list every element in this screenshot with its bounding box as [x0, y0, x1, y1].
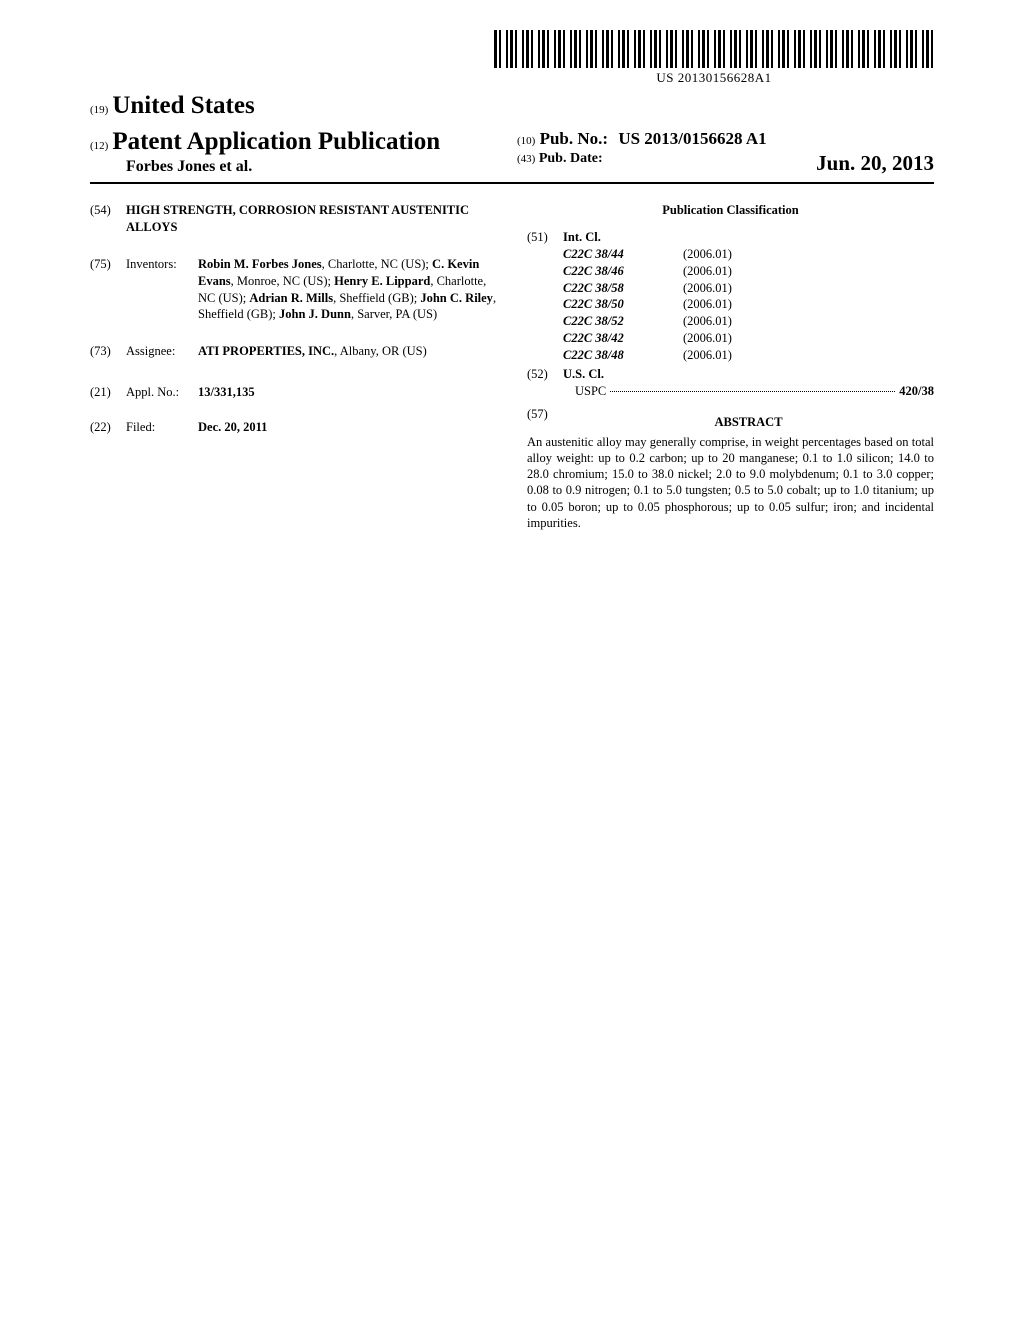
classification-heading: Publication Classification — [527, 202, 934, 219]
inventors-row: (75) Inventors: Robin M. Forbes Jones, C… — [90, 256, 497, 324]
assignee-label: Assignee: — [126, 343, 198, 360]
filed-row: (22) Filed: Dec. 20, 2011 — [90, 419, 497, 436]
pubdate-num: (43) — [517, 153, 535, 165]
abstract-text: An austenitic alloy may generally compri… — [527, 434, 934, 532]
intcl-code: C22C 38/50 — [563, 296, 683, 313]
inventor-loc: , Charlotte, NC (US); — [322, 257, 432, 271]
barcode: US 20130156628A1 — [494, 30, 934, 86]
barcode-text: US 20130156628A1 — [494, 70, 934, 86]
intcl-version: (2006.01) — [683, 313, 934, 330]
uspc-dots — [610, 391, 895, 392]
intcl-code: C22C 38/44 — [563, 246, 683, 263]
inventor-name: Robin M. Forbes Jones — [198, 257, 322, 271]
intcl-code: C22C 38/58 — [563, 280, 683, 297]
pubno-num: (10) — [517, 135, 535, 147]
intcl-entry: C22C 38/50(2006.01) — [563, 296, 934, 313]
intcl-entry: C22C 38/46(2006.01) — [563, 263, 934, 280]
assignee-name: ATI PROPERTIES, INC. — [198, 344, 334, 358]
appl-label: Appl. No.: — [126, 384, 198, 401]
title-num: (54) — [90, 202, 126, 236]
intcl-version: (2006.01) — [683, 246, 934, 263]
right-column: Publication Classification (51) Int. Cl.… — [527, 202, 934, 531]
uscl-row: (52) U.S. Cl. USPC 420/38 — [527, 366, 934, 400]
uscl-num: (52) — [527, 366, 563, 400]
uspc-label: USPC — [575, 383, 606, 400]
uscl-label: U.S. Cl. — [563, 366, 934, 383]
pubdate-label: Pub. Date: — [539, 151, 603, 166]
intcl-code: C22C 38/48 — [563, 347, 683, 364]
intcl-num: (51) — [527, 229, 563, 364]
filed-value: Dec. 20, 2011 — [198, 419, 497, 436]
intcl-entry: C22C 38/44(2006.01) — [563, 246, 934, 263]
assignee-content: ATI PROPERTIES, INC., Albany, OR (US) — [198, 343, 497, 360]
assignee-num: (73) — [90, 343, 126, 360]
uspc-line: USPC 420/38 — [563, 383, 934, 400]
intcl-entry: C22C 38/58(2006.01) — [563, 280, 934, 297]
intcl-entry: C22C 38/42(2006.01) — [563, 330, 934, 347]
intcl-code: C22C 38/52 — [563, 313, 683, 330]
intcl-code: C22C 38/46 — [563, 263, 683, 280]
intcl-entry: C22C 38/48(2006.01) — [563, 347, 934, 364]
appl-num: (21) — [90, 384, 126, 401]
assignee-loc: , Albany, OR (US) — [334, 344, 427, 358]
inventor-name: John C. Riley — [420, 291, 493, 305]
inventors-num: (75) — [90, 256, 126, 324]
inventor-loc: , Monroe, NC (US); — [231, 274, 334, 288]
abstract-row: (57) ABSTRACT — [527, 406, 934, 434]
uspc-value: 420/38 — [899, 383, 934, 400]
pubno-value: US 2013/0156628 A1 — [618, 129, 766, 148]
country-num: (19) — [90, 104, 108, 116]
header-block: (19) United States (12) Patent Applicati… — [90, 92, 934, 176]
filed-num: (22) — [90, 419, 126, 436]
left-column: (54) HIGH STRENGTH, CORROSION RESISTANT … — [90, 202, 497, 531]
intcl-version: (2006.01) — [683, 347, 934, 364]
inventor-name: Henry E. Lippard — [334, 274, 430, 288]
intcl-version: (2006.01) — [683, 263, 934, 280]
pub-type-num: (12) — [90, 140, 108, 152]
inventor-name: Adrian R. Mills — [249, 291, 333, 305]
appl-row: (21) Appl. No.: 13/331,135 — [90, 384, 497, 401]
pubdate-value: Jun. 20, 2013 — [816, 151, 934, 176]
intcl-entry: C22C 38/52(2006.01) — [563, 313, 934, 330]
intcl-version: (2006.01) — [683, 280, 934, 297]
intcl-version: (2006.01) — [683, 296, 934, 313]
authors-line: Forbes Jones et al. — [90, 158, 507, 176]
assignee-row: (73) Assignee: ATI PROPERTIES, INC., Alb… — [90, 343, 497, 360]
inventors-content: Robin M. Forbes Jones, Charlotte, NC (US… — [198, 256, 497, 324]
intcl-table: C22C 38/44(2006.01)C22C 38/46(2006.01)C2… — [563, 246, 934, 364]
abstract-heading: ABSTRACT — [563, 414, 934, 431]
header-rule — [90, 182, 934, 184]
pub-type: Patent Application Publication — [112, 128, 440, 155]
patent-page: US 20130156628A1 (19) United States (12)… — [0, 0, 1024, 1320]
inventor-name: John J. Dunn — [279, 307, 351, 321]
title-row: (54) HIGH STRENGTH, CORROSION RESISTANT … — [90, 202, 497, 236]
inventor-loc: , Sarver, PA (US) — [351, 307, 437, 321]
barcode-bars — [494, 30, 934, 68]
country: United States — [112, 92, 254, 119]
intcl-row: (51) Int. Cl. C22C 38/44(2006.01)C22C 38… — [527, 229, 934, 364]
abstract-num: (57) — [527, 406, 563, 434]
appl-value: 13/331,135 — [198, 384, 497, 401]
inventors-label: Inventors: — [126, 256, 198, 324]
intcl-code: C22C 38/42 — [563, 330, 683, 347]
barcode-area: US 20130156628A1 — [90, 30, 934, 87]
body-columns: (54) HIGH STRENGTH, CORROSION RESISTANT … — [90, 202, 934, 531]
pubno-label: Pub. No.: — [540, 129, 608, 148]
title-text: HIGH STRENGTH, CORROSION RESISTANT AUSTE… — [126, 202, 497, 236]
intcl-label: Int. Cl. — [563, 229, 934, 246]
inventor-loc: , Sheffield (GB); — [333, 291, 420, 305]
intcl-version: (2006.01) — [683, 330, 934, 347]
filed-label: Filed: — [126, 419, 198, 436]
